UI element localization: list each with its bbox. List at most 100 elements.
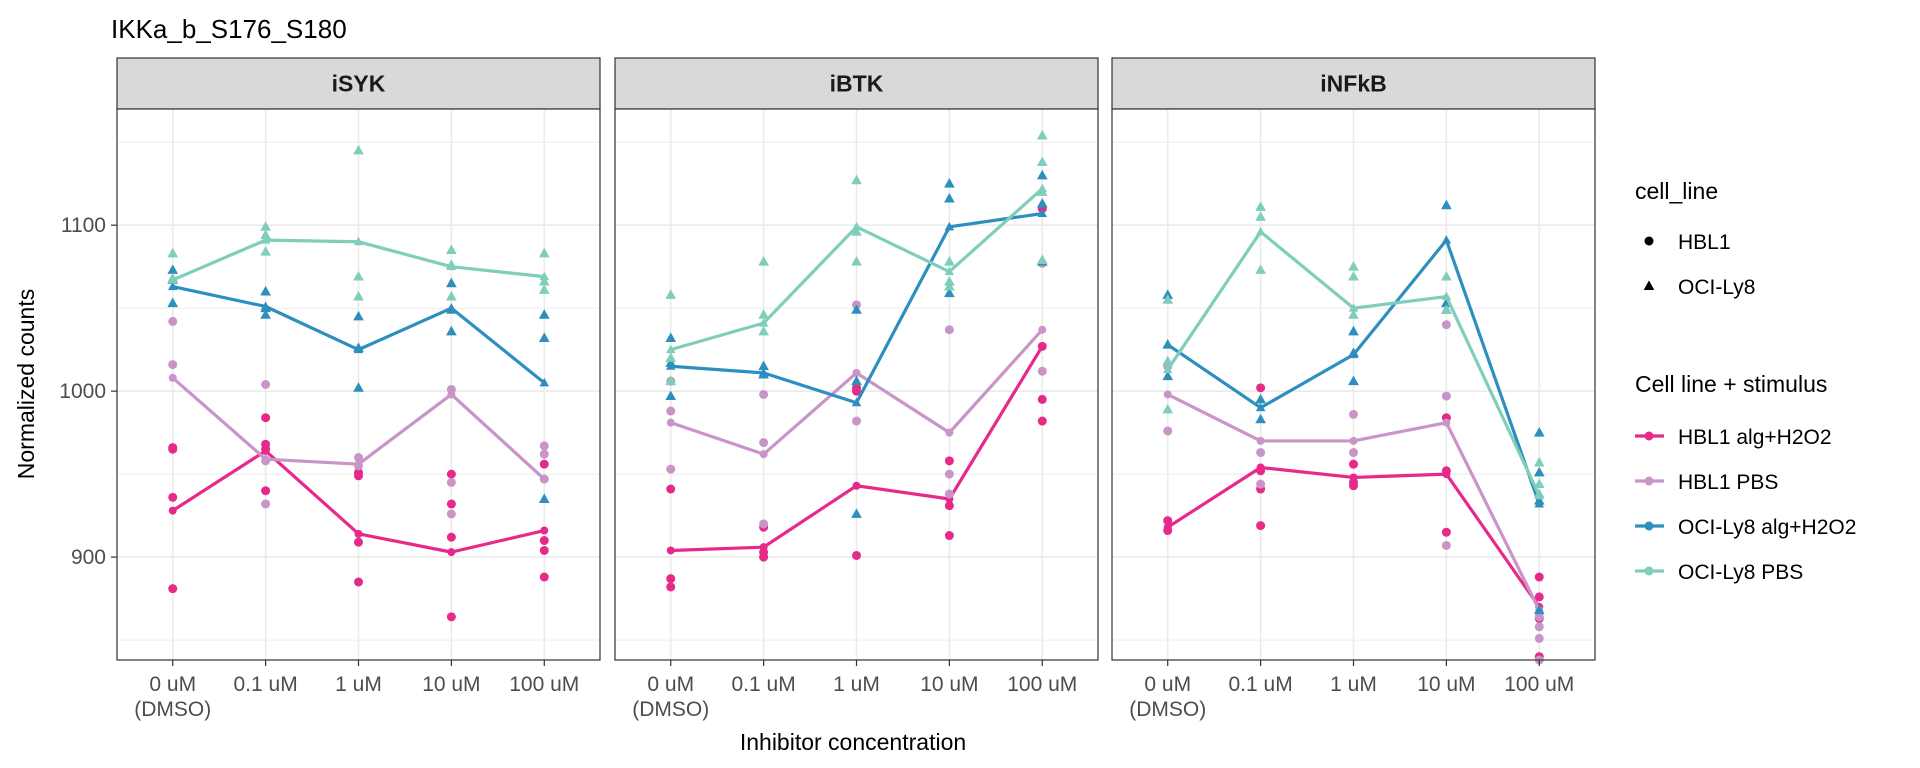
x-tick-label: 1 uM: [833, 673, 880, 696]
data-point: [260, 246, 271, 256]
data-point: [1534, 572, 1544, 582]
series-line-point: [354, 529, 363, 538]
shape-legend-item: HBL1: [1644, 231, 1731, 254]
data-point: [1348, 261, 1359, 271]
data-point: [354, 537, 363, 547]
series-line-point: [666, 418, 675, 427]
shape-legend-title: cell_line: [1635, 178, 1718, 204]
y-tick-label: 1000: [59, 380, 106, 403]
x-tick-label: 10 uM: [422, 673, 480, 696]
data-point: [1255, 393, 1266, 404]
x-axis-label: Inhibitor concentration: [740, 729, 966, 755]
data-point: [1349, 409, 1358, 419]
data-point: [944, 192, 955, 203]
data-point: [539, 459, 549, 469]
series-line-point: [1256, 436, 1265, 445]
data-point: [1256, 479, 1266, 489]
series-line-point: [666, 546, 675, 555]
data-point: [1533, 456, 1545, 467]
data-point: [446, 509, 456, 519]
legend-label: OCI-Ly8: [1678, 276, 1755, 299]
color-legend-item: HBL1 PBS: [1635, 471, 1778, 494]
data-point: [666, 484, 676, 494]
data-point: [1348, 325, 1359, 336]
series-line-point: [447, 548, 456, 557]
data-point: [1534, 622, 1544, 632]
series-line-point: [260, 235, 271, 244]
series-line-point: [167, 281, 178, 291]
data-point: [944, 280, 955, 291]
data-point: [446, 469, 456, 479]
data-point: [1256, 448, 1266, 458]
data-point: [167, 247, 179, 258]
series-line-point: [851, 221, 862, 231]
data-point: [1256, 521, 1266, 531]
series-line-point: [1163, 390, 1172, 399]
series-line-point: [1349, 436, 1358, 445]
data-point: [1037, 394, 1047, 404]
panel-strip-label: iBTK: [830, 71, 884, 97]
series-line-point: [1255, 226, 1266, 236]
series-line-point: [944, 266, 955, 276]
data-point: [665, 332, 677, 342]
data-point: [167, 272, 179, 283]
y-axis-label: Normalized counts: [13, 289, 39, 479]
data-point: [354, 471, 363, 481]
data-point: [1534, 592, 1544, 602]
data-point: [1441, 304, 1452, 314]
data-point: [446, 325, 457, 336]
x-tick-label: 0 uM: [647, 673, 694, 696]
series-line-point: [1162, 364, 1173, 374]
data-point: [1533, 495, 1545, 505]
data-point: [944, 489, 954, 499]
data-point: [538, 247, 550, 258]
data-point: [1255, 264, 1266, 274]
data-point: [260, 302, 271, 313]
data-point: [446, 277, 457, 288]
data-point: [1348, 270, 1359, 281]
data-point: [446, 304, 457, 314]
data-point: [539, 441, 549, 451]
panel-isyk: iSYK 0 uM(DMSO) 0.1 uM 1 uM 10 uM 100 uM 900 10…: [59, 57, 601, 721]
data-point: [354, 461, 363, 471]
x-tick-label: 10 uM: [1417, 673, 1475, 696]
color-legend-item: OCI-Ly8 PBS: [1635, 561, 1803, 584]
x-tick-label: 0 uM: [149, 673, 196, 696]
series-line-point: [539, 271, 550, 281]
data-point: [446, 532, 456, 542]
data-point: [1162, 355, 1174, 366]
data-point: [759, 389, 769, 399]
data-point: [1037, 416, 1047, 426]
data-point: [1255, 211, 1266, 221]
panel-strip-label: iNFkB: [1320, 71, 1386, 97]
x-tick-label: 0.1 uM: [234, 673, 298, 696]
data-point: [1534, 612, 1544, 622]
data-point: [539, 572, 549, 582]
data-point: [446, 612, 456, 622]
data-point: [261, 380, 271, 389]
data-point: [759, 519, 769, 529]
data-point: [353, 342, 364, 352]
data-point: [1533, 488, 1545, 498]
data-point: [665, 352, 677, 362]
data-point: [851, 174, 862, 185]
panel-strip: [1111, 57, 1596, 110]
x-tick-label: (DMSO): [134, 698, 211, 721]
data-point: [1162, 339, 1174, 349]
data-point: [944, 469, 954, 479]
data-point: [1349, 459, 1358, 469]
data-point: [261, 499, 271, 509]
data-point: [538, 309, 550, 319]
data-point: [944, 256, 955, 266]
color-legend-items: HBL1 alg+H2O2 HBL1 PBS OCI-Ly8 alg+H2O2 OCI…: [1635, 426, 1856, 584]
data-point: [168, 316, 178, 326]
series-line-point: [759, 450, 768, 459]
data-point: [759, 552, 769, 562]
series-line-point: [540, 526, 549, 535]
data-point: [1256, 383, 1266, 393]
data-point: [167, 297, 179, 308]
legend-label: HBL1 alg+H2O2: [1678, 426, 1832, 449]
data-point: [1348, 375, 1359, 386]
data-point: [944, 456, 954, 466]
